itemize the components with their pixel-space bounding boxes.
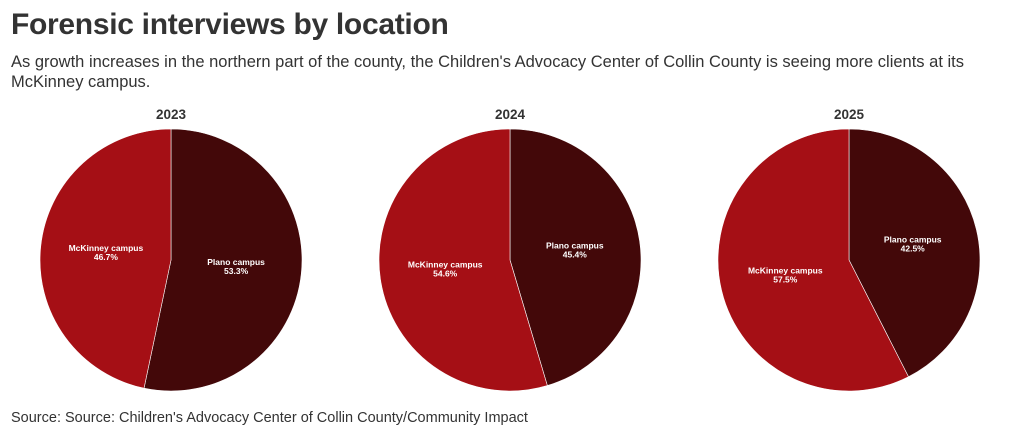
pie-slice-mckinney-campus (717, 128, 909, 392)
slice-value: 45.4% (563, 250, 588, 260)
slice-label: McKinney campus (748, 265, 823, 275)
slice-label: McKinney campus (69, 243, 144, 253)
slice-label: Plano campus (207, 257, 265, 267)
slice-value: 42.5% (901, 244, 926, 254)
pie-charts-area: 2023 Plano campus 53.3% McKinney campus 46.7… (0, 100, 1020, 400)
slice-value: 53.3% (224, 266, 249, 276)
pie-slice-plano-campus (509, 128, 642, 386)
pie-slice-mckinney-campus (378, 128, 548, 392)
pie-slice-mckinney-campus (39, 128, 172, 389)
chart-title: Forensic interviews by location (11, 8, 449, 41)
slice-value: 46.7% (94, 252, 119, 262)
pie-slice-plano-campus (143, 128, 303, 392)
pie-title: 2025 (834, 107, 865, 122)
slice-value: 54.6% (433, 268, 458, 278)
source-note: Source: Source: Children's Advocacy Cent… (11, 410, 528, 426)
slice-label: Plano campus (546, 241, 604, 251)
slice-label: McKinney campus (408, 259, 483, 269)
slice-label: Plano campus (884, 235, 942, 245)
slice-value: 57.5% (773, 274, 798, 284)
pie-title: 2023 (156, 107, 187, 122)
pie-slice-plano-campus (848, 128, 981, 378)
pie-title: 2024 (495, 107, 526, 122)
chart-subtitle: As growth increases in the northern part… (11, 53, 964, 91)
